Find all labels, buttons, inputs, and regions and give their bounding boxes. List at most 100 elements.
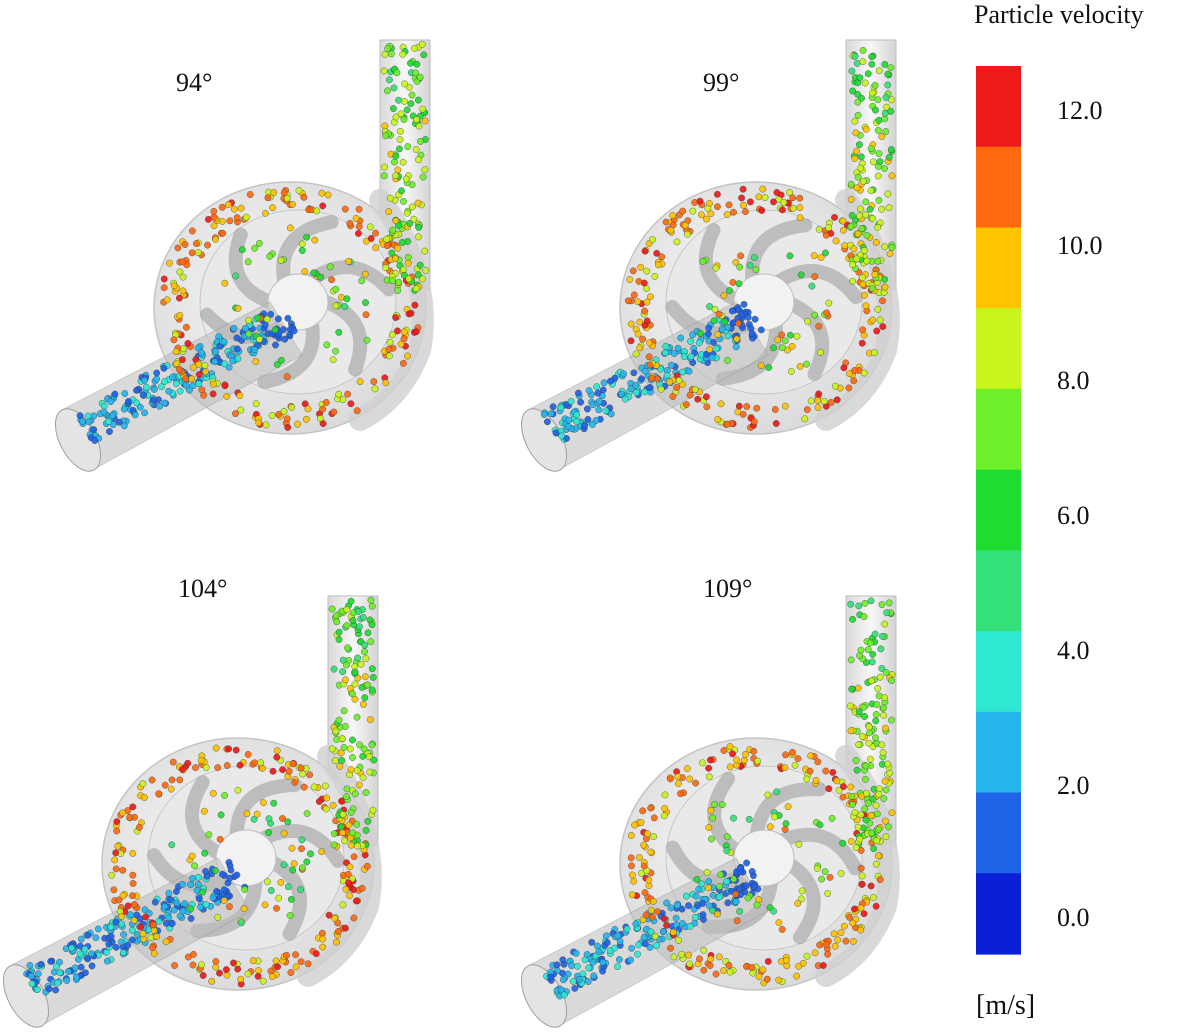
particle [694,902,702,910]
particle [317,273,325,281]
particle [280,189,288,197]
particle [342,885,350,893]
particle [593,383,601,391]
particle [887,107,895,115]
particle [692,779,700,787]
particle [789,748,796,756]
particle [882,128,890,136]
particle [333,618,341,626]
particle [216,969,223,977]
particle [663,372,671,379]
particle [866,639,874,647]
particle [717,400,725,408]
particle [148,776,156,784]
particle [220,896,228,904]
particle [703,350,711,358]
particle [107,933,115,940]
colorbar-tick-label: 8.0 [1057,366,1090,395]
particle [160,284,168,292]
particle [882,669,890,676]
particle [720,292,728,299]
particle [178,258,186,266]
particle [878,601,886,608]
particle [142,383,150,391]
impeller-blade [184,775,226,861]
particle [155,917,163,925]
particle [110,886,118,894]
particle [696,955,703,963]
particle [885,204,893,212]
colorbar-tick-label: 6.0 [1057,501,1090,530]
particle [686,960,694,968]
particle [197,349,205,356]
particle [109,412,116,419]
particle [881,61,889,68]
particle [717,871,725,879]
particle [716,883,724,890]
particle [221,279,229,287]
particle [163,296,171,304]
colorbar [976,66,1021,955]
particle [283,415,291,423]
particle [870,845,877,853]
particle [185,386,193,394]
particle [645,353,653,361]
particle [646,293,654,301]
particle [757,326,765,334]
particle [715,953,723,961]
particle [262,421,270,429]
particle [257,759,264,767]
particle [868,658,876,666]
particle [113,818,121,825]
particle [816,821,824,829]
particle [274,315,282,323]
particle [111,856,119,864]
particle [310,783,318,791]
particle [255,239,263,247]
particle [114,842,122,850]
particle [220,886,228,894]
particle [91,437,99,444]
particle [807,397,815,405]
colorbar-tick-label: 12.0 [1057,96,1103,125]
particle [634,950,641,958]
particle [853,147,860,155]
particle [726,743,734,751]
particle [801,415,809,423]
particle [388,249,396,257]
particle [160,275,168,283]
particle [394,287,402,294]
particle [646,361,654,369]
particle [714,416,722,423]
particle [340,707,348,715]
particle [851,905,858,913]
particle [261,321,269,329]
particle [392,314,399,321]
particle [872,902,880,910]
impeller-blade [777,827,863,876]
particle [362,299,369,306]
particle [319,420,327,427]
particle [357,660,365,668]
particle [352,897,360,905]
impeller-eye [267,273,329,331]
particle [212,744,220,752]
particle [315,798,323,805]
particle [413,60,421,68]
particle [651,272,659,280]
particle [884,190,892,198]
particle [681,221,689,229]
particle [244,751,252,758]
particle [705,773,713,781]
particle [115,896,123,904]
particle [294,420,301,428]
particle [635,941,642,949]
particle [394,327,401,335]
particle [330,408,338,416]
particle [763,975,771,983]
particle [847,656,855,664]
particle [292,951,299,959]
particle [341,205,349,213]
particle [775,976,783,984]
particle [626,276,634,283]
